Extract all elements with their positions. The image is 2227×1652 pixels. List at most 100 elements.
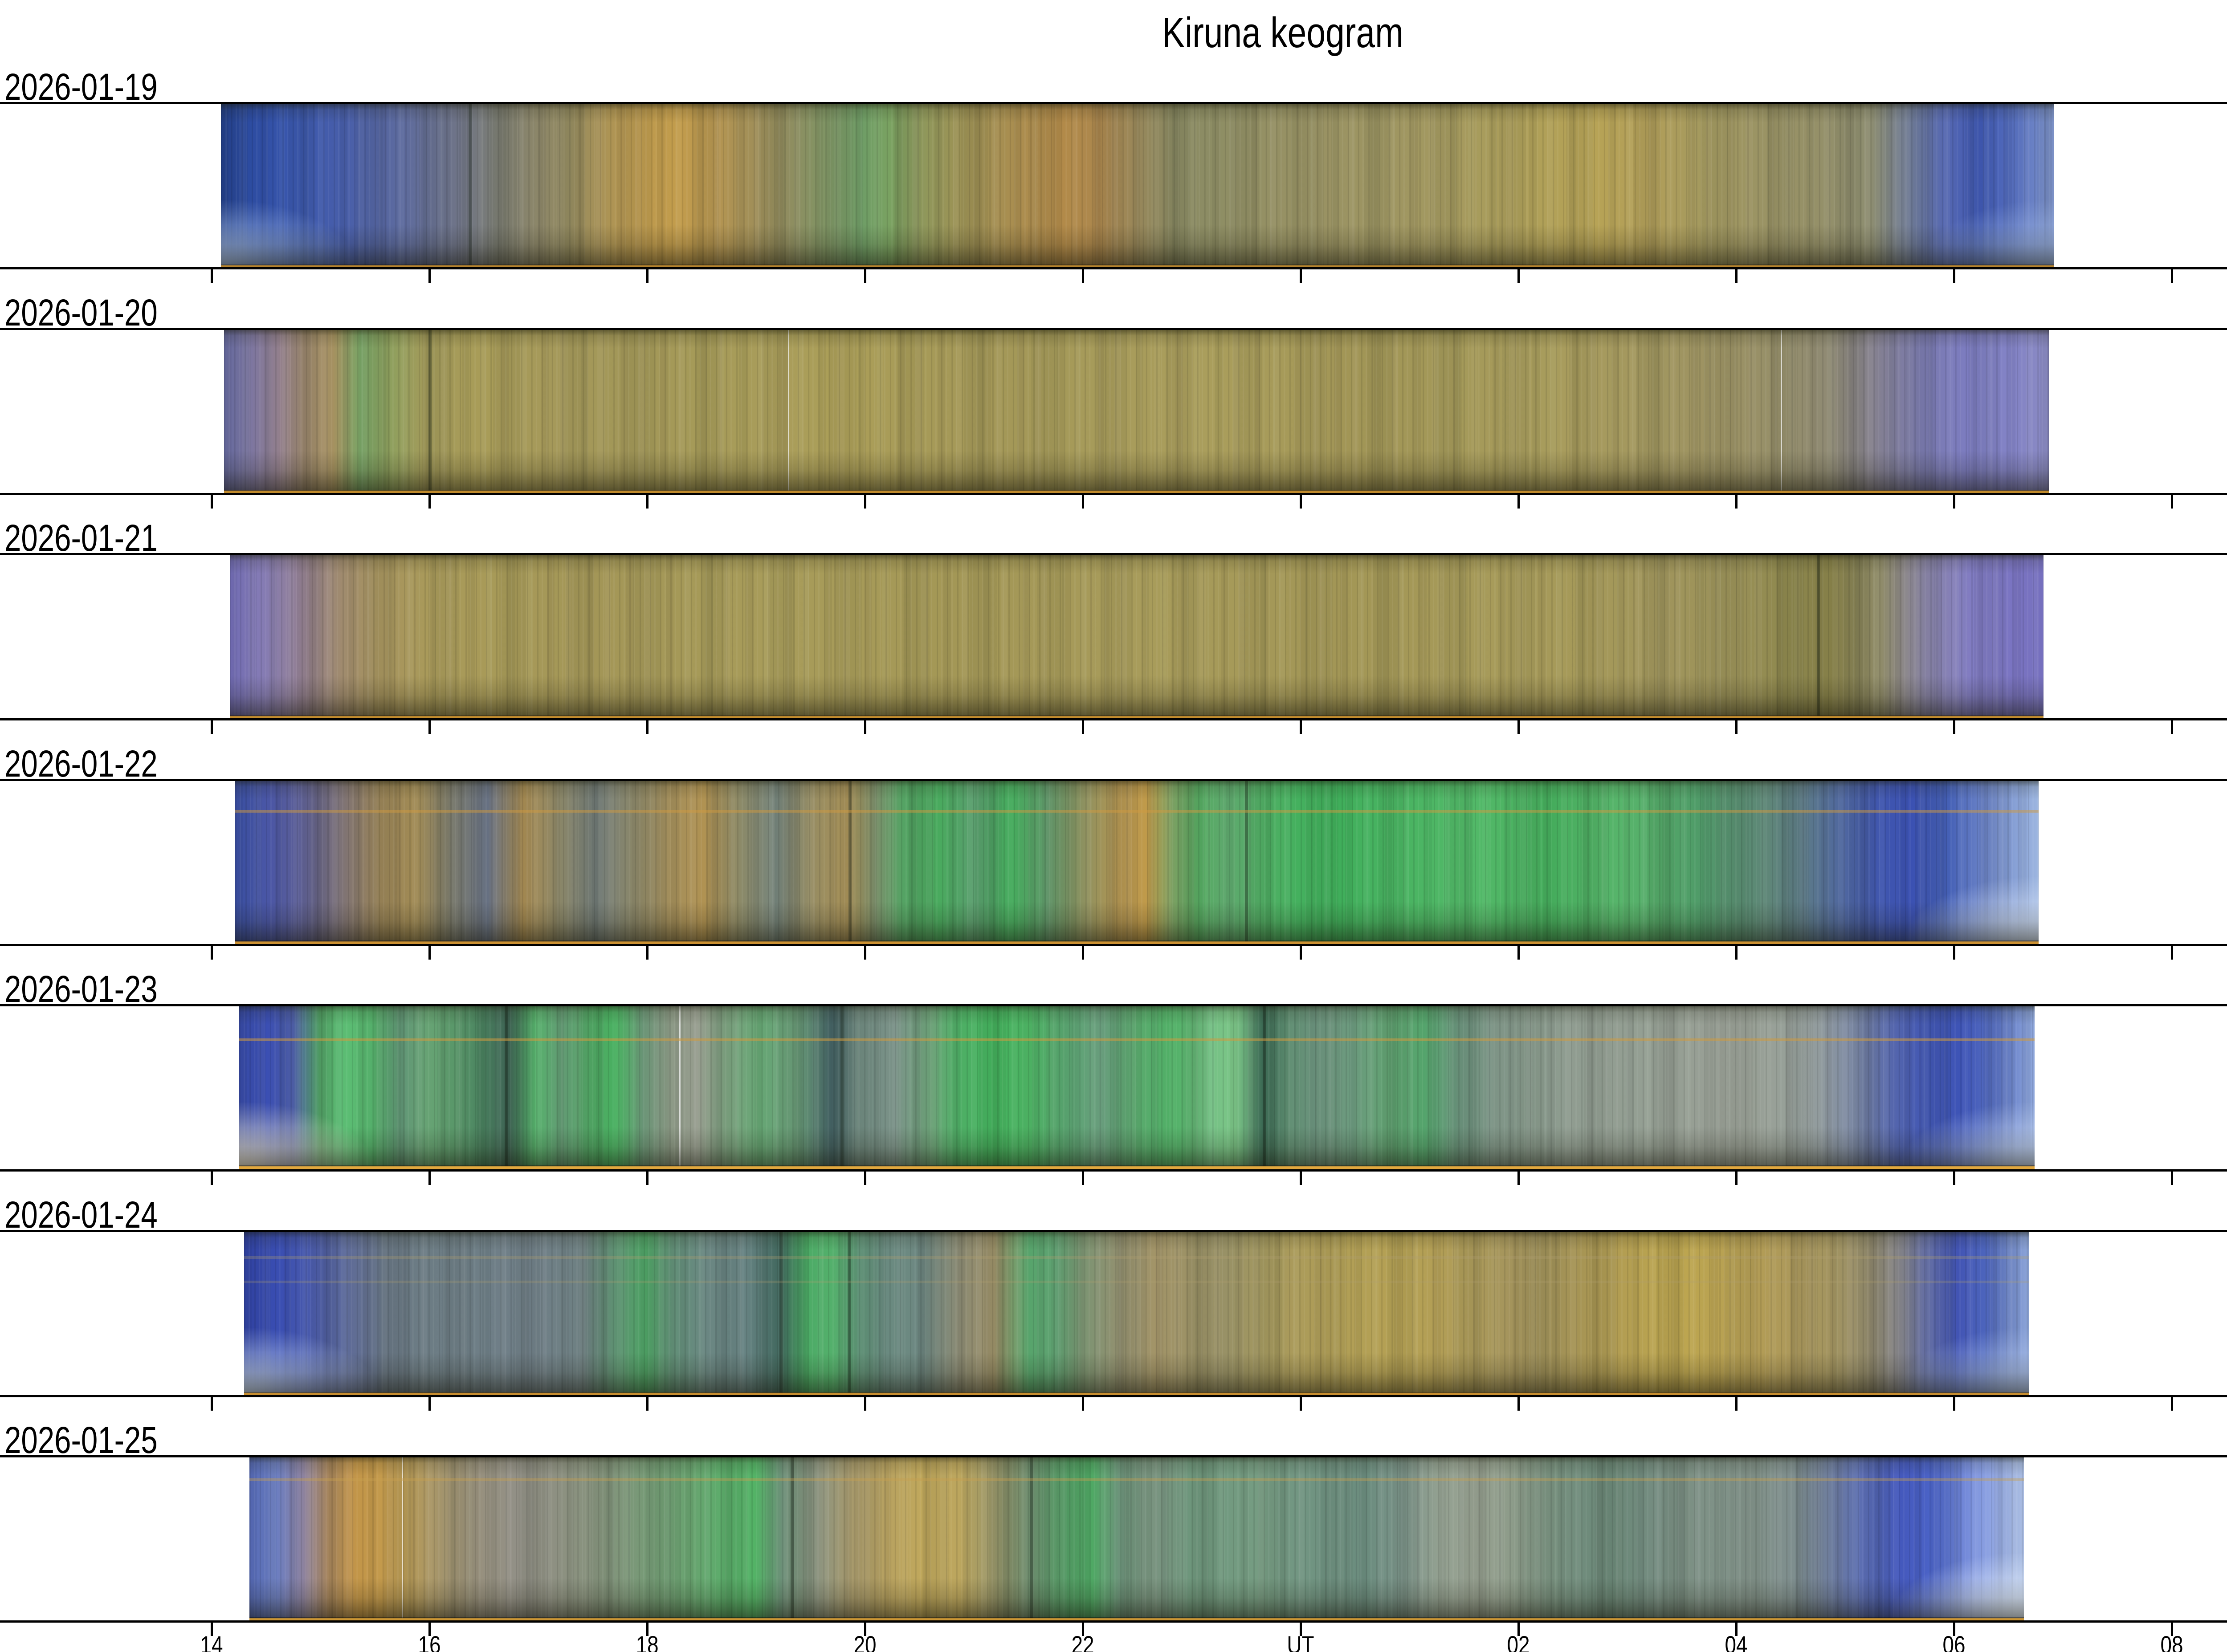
x-axis-tick [646,269,649,283]
x-axis-tick [646,495,649,509]
x-axis-tick [2170,495,2173,509]
x-axis-tick [646,1397,649,1411]
x-axis-tick [1081,1623,1084,1636]
x-axis-tick [211,1172,213,1185]
x-axis-tick [1517,269,1520,283]
strip-edge-shading [220,104,2055,267]
x-axis-tick [1299,1172,1302,1185]
x-axis-tick [1299,946,1302,960]
strip-edge-shading [235,781,2039,944]
strip-horizon-orange-line [230,715,2043,718]
x-axis-tick [211,1397,213,1411]
subplot-bottom-spine [0,1620,2227,1623]
x-axis-tick [1735,720,1738,734]
x-axis-tick [211,1623,213,1636]
x-axis-tick [646,1172,649,1185]
x-axis-tick [1299,1397,1302,1411]
figure-title: Kiruna keogram [1162,9,1404,57]
x-axis-tick [1517,495,1520,509]
strip-horizon-orange-line [220,264,2055,267]
subplot-top-spine [0,1230,2227,1232]
x-axis-tick [428,1397,431,1411]
strip-horizon-orange-line [235,940,2039,944]
keogram-strip-image [224,330,2049,493]
strip-edge-shading [239,1006,2035,1169]
x-axis-tick [2170,720,2173,734]
x-axis-tick [1081,946,1084,960]
x-axis-tick [1081,495,1084,509]
x-axis-tick [1735,495,1738,509]
x-axis-tick [211,720,213,734]
x-axis-tick [1953,1623,1955,1636]
x-axis-tick-label: 16 [418,1631,441,1652]
x-axis-tick [428,495,431,509]
x-axis-tick-label: 04 [1725,1631,1748,1652]
x-axis-tick [864,495,867,509]
keogram-strip-image [239,1006,2035,1169]
strip-edge-shading [244,1232,2030,1395]
x-axis-tick [1735,269,1738,283]
x-axis-tick [1517,1397,1520,1411]
keogram-strip-image [220,104,2055,267]
x-axis-tick-label: 08 [2160,1631,2183,1652]
date-start-label: 2026-01-21 [4,517,158,559]
subplot-bottom-spine [0,718,2227,720]
x-axis-tick [864,1623,867,1636]
x-axis-tick [646,720,649,734]
x-axis-tick [1299,269,1302,283]
strip-edge-shading [224,330,2049,493]
x-axis-tick [1953,269,1955,283]
subplot-top-spine [0,1455,2227,1457]
x-axis-tick [2170,1172,2173,1185]
keogram-strip-image [230,555,2043,718]
strip-horizon-orange-line [249,1617,2024,1620]
x-axis-tick [864,720,867,734]
keogram-strip-image [249,1457,2024,1620]
x-axis-tick-label: 14 [200,1631,223,1652]
x-axis-tick [1299,720,1302,734]
x-axis-tick [2170,1397,2173,1411]
x-axis-tick-label: 18 [636,1631,659,1652]
x-axis-tick [211,269,213,283]
date-start-label: 2026-01-20 [4,292,158,334]
x-axis-tick [1081,1172,1084,1185]
subplot-bottom-spine [0,493,2227,495]
date-start-label: 2026-01-24 [4,1194,158,1236]
x-axis-tick-label: 22 [1071,1631,1094,1652]
x-axis-tick [2170,1623,2173,1636]
x-axis-tick [1953,720,1955,734]
x-axis-tick [1517,1172,1520,1185]
strip-edge-shading [249,1457,2024,1620]
strip-horizon-orange-line [244,1392,2030,1395]
date-start-label: 2026-01-25 [4,1419,158,1461]
keogram-strip-image [235,781,2039,944]
x-axis-tick [1735,1172,1738,1185]
subplot-bottom-spine [0,1169,2227,1172]
subplot-top-spine [0,779,2227,781]
keogram-strip-image [244,1232,2030,1395]
x-axis-tick [211,946,213,960]
x-axis-tick [1517,720,1520,734]
x-axis-tick [2170,269,2173,283]
x-axis-tick [1081,1397,1084,1411]
date-start-label: 2026-01-22 [4,743,158,785]
subplot-bottom-spine [0,1395,2227,1397]
x-axis-tick [428,720,431,734]
subplot-top-spine [0,1004,2227,1006]
x-axis-tick [1953,1172,1955,1185]
x-axis-tick-label: 20 [853,1631,877,1652]
x-axis-tick [1953,495,1955,509]
x-axis-tick [428,1623,431,1636]
x-axis-tick [428,946,431,960]
strip-horizon-orange-line [224,490,2049,493]
x-axis-tick [1953,1397,1955,1411]
subplot-top-spine [0,553,2227,555]
x-axis-tick [646,1623,649,1636]
subplot-bottom-spine [0,944,2227,946]
x-axis-tick [211,495,213,509]
x-axis-tick-label: UT [1287,1631,1314,1652]
subplot-top-spine [0,102,2227,104]
x-axis-tick [428,1172,431,1185]
x-axis-tick [1517,1623,1520,1636]
